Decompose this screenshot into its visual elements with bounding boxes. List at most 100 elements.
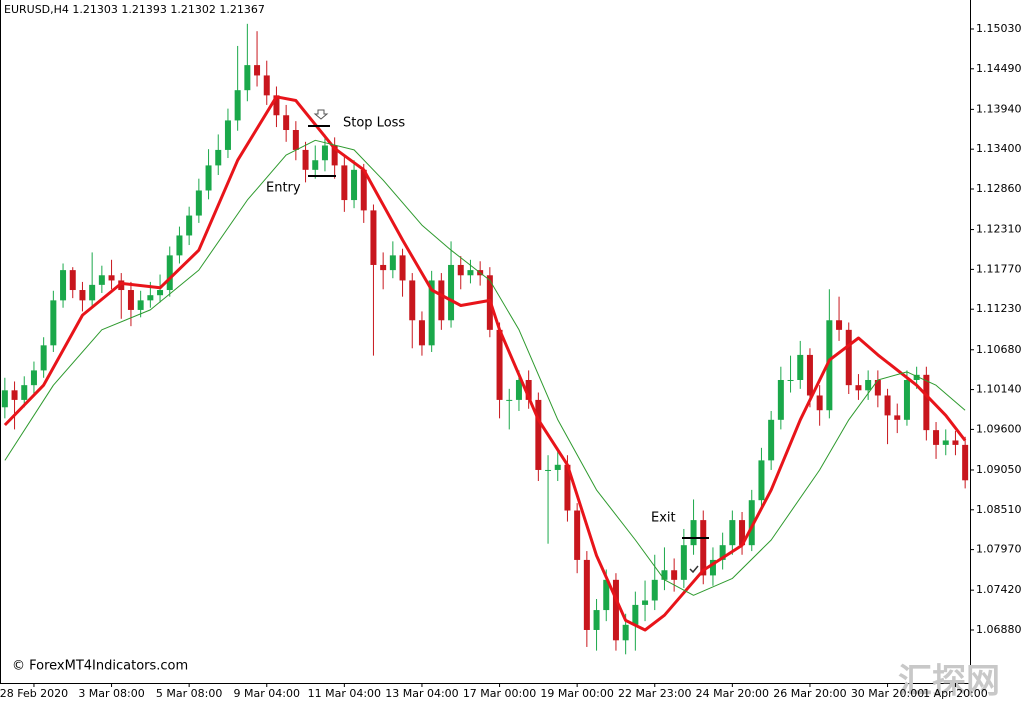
x-tick-label: 24 Mar 20:00 xyxy=(696,687,769,700)
candle-body xyxy=(457,264,464,276)
candle-body xyxy=(428,280,435,346)
candle-body xyxy=(496,329,503,400)
watermark: © ForexMT4Indicators.com xyxy=(12,659,188,674)
candle-body xyxy=(389,255,396,271)
candle-body xyxy=(719,545,726,560)
candle-body xyxy=(777,379,784,420)
y-tick-label: 1.06880 xyxy=(976,623,1022,636)
moving-average xyxy=(3,95,967,632)
candle-body xyxy=(205,165,212,191)
chart-title: EURUSD,H4 1.21303 1.21393 1.21302 1.2136… xyxy=(4,3,265,16)
candle-body xyxy=(554,464,561,470)
candle-body xyxy=(283,115,290,131)
candle-body xyxy=(60,270,67,301)
candle-body xyxy=(79,290,86,301)
y-tick-label: 1.07420 xyxy=(976,583,1022,596)
candle-body xyxy=(661,570,668,580)
candle-body xyxy=(50,300,57,346)
candle-body xyxy=(380,264,387,271)
candle-body xyxy=(195,190,202,216)
candle-body xyxy=(312,160,319,170)
candle-body xyxy=(89,284,96,301)
candle-body xyxy=(302,149,309,170)
x-tick-label: 11 Mar 04:00 xyxy=(308,687,381,700)
x-tick-label: 9 Mar 04:00 xyxy=(234,687,300,700)
candle-body xyxy=(729,520,736,546)
x-tick-label: 17 Mar 00:00 xyxy=(463,687,536,700)
candle-body xyxy=(709,559,716,576)
candle-body xyxy=(224,120,231,150)
candle-body xyxy=(321,145,328,161)
candle-body xyxy=(506,399,513,401)
candle-body xyxy=(962,444,969,481)
candle-body xyxy=(671,570,678,580)
candle-body xyxy=(797,354,804,380)
candle-body xyxy=(845,329,852,386)
x-tick-label: 22 Mar 23:00 xyxy=(618,687,691,700)
candle-body xyxy=(30,370,37,386)
candle-body xyxy=(448,264,455,321)
candle-body xyxy=(836,320,843,330)
y-tick-label: 1.11230 xyxy=(976,302,1022,315)
candle-body xyxy=(525,379,532,400)
x-tick-label: 19 Mar 00:00 xyxy=(540,687,613,700)
candle-body xyxy=(21,385,28,400)
y-tick-label: 1.10140 xyxy=(976,383,1022,396)
candle-body xyxy=(593,610,600,630)
candle-body xyxy=(98,275,105,285)
y-tick-label: 1.10680 xyxy=(976,343,1022,356)
y-tick-label: 1.12310 xyxy=(976,223,1022,236)
watermark-cn: 汇探网 xyxy=(898,662,1000,702)
candle-body xyxy=(768,419,775,461)
candle-body xyxy=(370,210,377,265)
candle-body xyxy=(166,255,173,291)
candle-body xyxy=(234,90,241,121)
candle-body xyxy=(923,374,930,431)
candle-body xyxy=(409,280,416,321)
y-tick-label: 1.13400 xyxy=(976,142,1022,155)
candle-body xyxy=(690,520,697,546)
y-tick-label: 1.12860 xyxy=(976,182,1022,195)
candle-body xyxy=(108,275,115,281)
candle-body xyxy=(622,624,629,641)
candle-body xyxy=(545,469,552,471)
plot-area xyxy=(1,23,969,655)
candle-body xyxy=(913,374,920,380)
candle-body xyxy=(127,290,134,310)
y-tick-label: 1.09050 xyxy=(976,463,1022,476)
candle-body xyxy=(865,379,872,391)
candle-body xyxy=(884,395,891,416)
y-tick-label: 1.09600 xyxy=(976,422,1022,435)
candle-body xyxy=(157,290,164,296)
candle-body xyxy=(564,464,571,511)
candle-body xyxy=(418,320,425,346)
y-tick-label: 1.15030 xyxy=(976,22,1022,35)
x-tick-label: 1 Apr 20:00 xyxy=(923,687,988,700)
candle-body xyxy=(515,379,522,400)
candle-body xyxy=(137,300,144,310)
candle-body xyxy=(535,399,542,470)
candle-body xyxy=(11,390,18,400)
candle-body xyxy=(40,345,47,371)
candle-body xyxy=(612,579,619,641)
candle-body xyxy=(215,149,222,166)
y-tick-label: 1.13940 xyxy=(976,102,1022,115)
candle-body xyxy=(874,379,881,396)
candle-body xyxy=(176,235,183,256)
candle-body xyxy=(69,270,76,291)
candle-body xyxy=(952,440,959,445)
candle-body xyxy=(942,440,949,445)
candle-body xyxy=(651,579,658,601)
moving-average xyxy=(4,139,966,596)
candle-body xyxy=(680,545,687,580)
candle-body xyxy=(603,579,610,611)
y-tick-label: 1.07970 xyxy=(976,543,1022,556)
y-tick-label: 1.14490 xyxy=(976,62,1022,75)
stop-arrow-icon xyxy=(313,109,329,120)
candle-body xyxy=(642,600,649,605)
candle-body xyxy=(263,75,270,96)
candle-body xyxy=(186,215,193,236)
candle-body xyxy=(438,280,445,321)
